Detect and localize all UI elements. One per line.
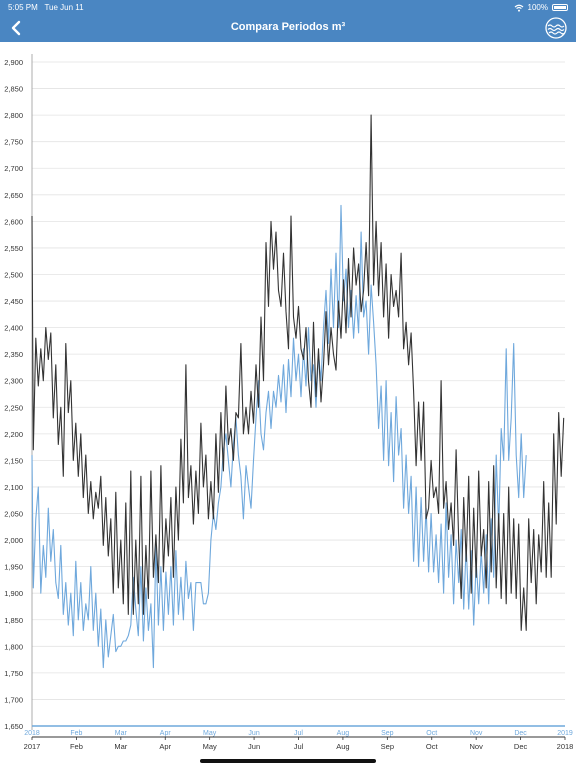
y-tick-label: 2,000 xyxy=(4,536,23,545)
x-tick-label-bottom: Mar xyxy=(114,742,127,751)
series-line-2018 xyxy=(31,204,527,669)
status-time: 5:05 PM Tue Jun 11 xyxy=(8,3,84,12)
x-tick-label-top: Aug xyxy=(337,730,350,737)
y-tick-label: 1,700 xyxy=(4,695,23,704)
y-tick-label: 2,350 xyxy=(4,350,23,359)
x-tick-label-bottom: Sep xyxy=(381,742,394,751)
x-tick-label-top: May xyxy=(203,730,217,737)
x-tick-label-bottom: Dec xyxy=(514,742,528,751)
status-right: 100% xyxy=(514,3,568,12)
x-tick-label-bottom: May xyxy=(203,742,217,751)
x-tick-label-bottom: Aug xyxy=(336,742,349,751)
y-tick-label: 2,900 xyxy=(4,58,23,67)
y-tick-label: 1,950 xyxy=(4,563,23,572)
line-chart: 1,650 1,700 1,750 1,800 1,850 1,900 1,950 2,000… xyxy=(4,54,574,751)
x-tick-label-top: Feb xyxy=(70,730,82,737)
battery-icon xyxy=(552,4,568,11)
y-tick-label: 1,850 xyxy=(4,616,23,625)
y-tick-label: 2,050 xyxy=(4,510,23,519)
x-tick-label-top: Jun xyxy=(248,730,259,737)
battery-percent: 100% xyxy=(527,3,548,12)
x-tick-label-top: Dec xyxy=(514,730,527,737)
y-tick-label: 1,800 xyxy=(4,642,23,651)
x-tick-label-bottom: Nov xyxy=(469,742,483,751)
x-tick-label-top: Apr xyxy=(160,730,172,737)
x-tick-label-bottom: 2017 xyxy=(24,742,41,751)
x-tick-label-top: 2018 xyxy=(24,730,40,737)
y-tick-label: 2,250 xyxy=(4,403,23,412)
x-tick-label-bottom: Jul xyxy=(294,742,304,751)
series-line-2017 xyxy=(31,114,565,631)
x-tick-label-top: Nov xyxy=(470,730,483,737)
home-indicator xyxy=(200,759,376,763)
y-tick-label: 2,750 xyxy=(4,138,23,147)
y-tick-label: 2,600 xyxy=(4,217,23,226)
y-tick-label: 1,900 xyxy=(4,589,23,598)
y-tick-label: 2,300 xyxy=(4,377,23,386)
x-tick-label-top: 2019 xyxy=(557,730,573,737)
nav-bar: Compara Periodos m³ xyxy=(0,14,576,42)
x-tick-label-bottom: Oct xyxy=(426,742,439,751)
x-tick-label-bottom: Feb xyxy=(70,742,83,751)
x-tick-label-top: Jul xyxy=(294,730,303,737)
x-tick-label-bottom: 2018 xyxy=(557,742,574,751)
y-tick-label: 2,200 xyxy=(4,430,23,439)
x-tick-label-top: Mar xyxy=(115,730,128,737)
wifi-icon xyxy=(514,4,523,12)
y-tick-label: 2,500 xyxy=(4,270,23,279)
x-tick-label-bottom: Apr xyxy=(159,742,171,751)
y-tick-label: 2,650 xyxy=(4,191,23,200)
y-tick-label: 2,400 xyxy=(4,324,23,333)
y-tick-label: 2,150 xyxy=(4,456,23,465)
y-tick-label: 2,100 xyxy=(4,483,23,492)
chevron-left-icon[interactable] xyxy=(6,18,26,38)
y-tick-label: 1,650 xyxy=(4,722,23,731)
page-title: Compara Periodos m³ xyxy=(230,21,346,33)
x-tick-label-top: Oct xyxy=(426,730,437,737)
y-tick-label: 1,750 xyxy=(4,669,23,678)
water-waves-logo-icon[interactable] xyxy=(544,16,568,40)
x-tick-label-bottom: Jun xyxy=(248,742,260,751)
status-bar: 5:05 PM Tue Jun 11 100% xyxy=(0,0,576,14)
y-tick-label: 2,700 xyxy=(4,164,23,173)
x-tick-label-top: Sep xyxy=(381,730,394,737)
y-tick-label: 2,850 xyxy=(4,85,23,94)
y-tick-label: 2,800 xyxy=(4,111,23,120)
y-tick-label: 2,550 xyxy=(4,244,23,253)
y-tick-label: 2,450 xyxy=(4,297,23,306)
